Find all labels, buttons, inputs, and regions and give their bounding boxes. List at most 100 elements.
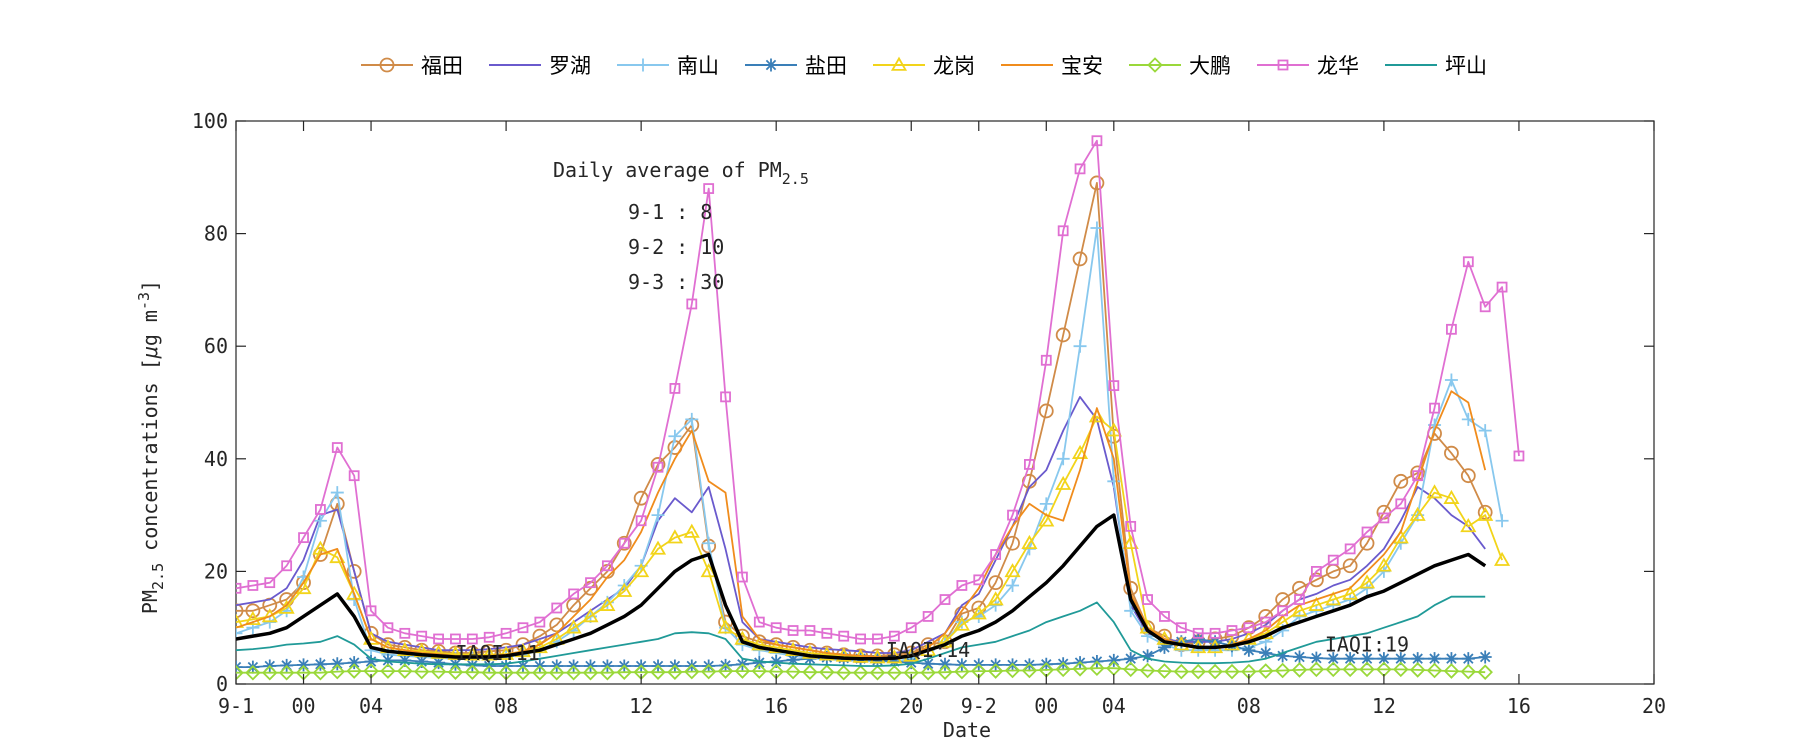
series-7 (236, 660, 1493, 681)
legend-label: 盐田 (805, 54, 847, 78)
data-point (1073, 339, 1087, 353)
data-point (633, 563, 650, 578)
data-point (751, 636, 768, 651)
data-point (734, 663, 751, 679)
data-point (1395, 498, 1407, 510)
data-point (973, 574, 985, 586)
data-point (835, 664, 852, 681)
data-point (313, 657, 327, 671)
data-point (1005, 535, 1020, 551)
data-point (819, 664, 835, 680)
data-point (1291, 602, 1308, 617)
data-point (922, 611, 934, 622)
data-point (236, 603, 244, 619)
data-point (1006, 578, 1020, 592)
annotation-line-3: 9-3 : 30 (628, 270, 724, 294)
data-point (1462, 256, 1474, 268)
data-point (938, 657, 952, 671)
annotation-box: Daily average of PM2.5 9-1 : 8 9-2 : 10 … (553, 158, 809, 294)
data-point (331, 442, 343, 453)
data-point (720, 391, 731, 403)
data-point (430, 644, 447, 659)
data-point (413, 663, 430, 680)
data-point (753, 616, 765, 628)
data-point (1174, 635, 1188, 649)
data-point (1446, 323, 1457, 335)
data-point (1478, 424, 1492, 438)
data-point (1412, 470, 1424, 482)
data-point (1294, 594, 1305, 605)
data-point (1308, 661, 1325, 678)
legend: 福田 罗湖 南山 盐田 龙岗 宝安 大鹏 龙华 坪山 (361, 54, 1487, 78)
data-point (616, 664, 633, 680)
data-point (585, 577, 596, 589)
x-tick-label: 04 (1102, 694, 1126, 718)
data-point (703, 183, 715, 194)
data-point (1122, 661, 1139, 678)
data-point (236, 626, 243, 640)
data-point (245, 603, 261, 619)
data-point (1444, 652, 1458, 666)
annotation-title: Daily average of PM2.5 (553, 158, 809, 188)
data-point (247, 580, 259, 591)
data-point (1460, 663, 1477, 680)
legend-marker (1277, 59, 1289, 71)
data-point (1107, 653, 1121, 667)
data-point (1393, 473, 1409, 489)
legend-item-5: 龙岗 (873, 54, 975, 78)
data-point (1426, 662, 1443, 679)
data-point (888, 630, 900, 642)
data-point (650, 664, 666, 680)
data-point (953, 616, 970, 631)
data-point (1409, 662, 1426, 678)
data-point (770, 622, 782, 634)
data-point (1243, 622, 1255, 634)
data-point (380, 663, 396, 679)
data-point (298, 532, 309, 544)
data-point (618, 537, 630, 549)
legend-item-7: 大鹏 (1129, 54, 1231, 78)
data-point (1308, 572, 1324, 588)
data-point (1209, 627, 1221, 639)
data-point (939, 594, 951, 605)
data-point (236, 664, 244, 681)
data-point (281, 560, 293, 572)
data-point (666, 529, 683, 544)
data-point (987, 591, 1004, 606)
data-point (651, 508, 665, 522)
data-point (1325, 591, 1342, 606)
legend-item-4: 盐田 (745, 54, 847, 78)
data-point (768, 639, 785, 654)
legend-marker (764, 58, 778, 72)
legend-label: 南山 (677, 54, 719, 78)
series-line (236, 513, 1487, 661)
x-tick-label: 00 (291, 694, 315, 718)
data-point (466, 633, 478, 645)
data-point (381, 653, 395, 667)
x-tick-label: 9-2 (961, 694, 997, 718)
data-point (1173, 663, 1190, 680)
data-point (886, 664, 903, 681)
data-point (261, 608, 278, 623)
data-point (1343, 652, 1357, 666)
data-point (852, 664, 869, 681)
x-tick-label: 12 (629, 694, 653, 718)
data-point (481, 664, 497, 681)
data-point (1276, 649, 1290, 663)
legend-label: 龙华 (1317, 54, 1359, 78)
y-axis-label: PM2.5 concentrations [μg m-3] (135, 280, 167, 614)
data-point (1460, 518, 1477, 533)
data-point (905, 622, 917, 634)
data-point (1327, 554, 1339, 566)
data-point (751, 663, 768, 679)
data-point (1461, 652, 1475, 666)
data-point (668, 429, 682, 443)
data-point (1039, 497, 1053, 511)
data-point (1342, 585, 1359, 600)
data-point (1260, 616, 1272, 628)
data-point (365, 605, 377, 617)
data-point (1038, 403, 1054, 419)
data-point (1411, 652, 1425, 666)
data-point (261, 664, 278, 681)
data-point (483, 631, 495, 643)
